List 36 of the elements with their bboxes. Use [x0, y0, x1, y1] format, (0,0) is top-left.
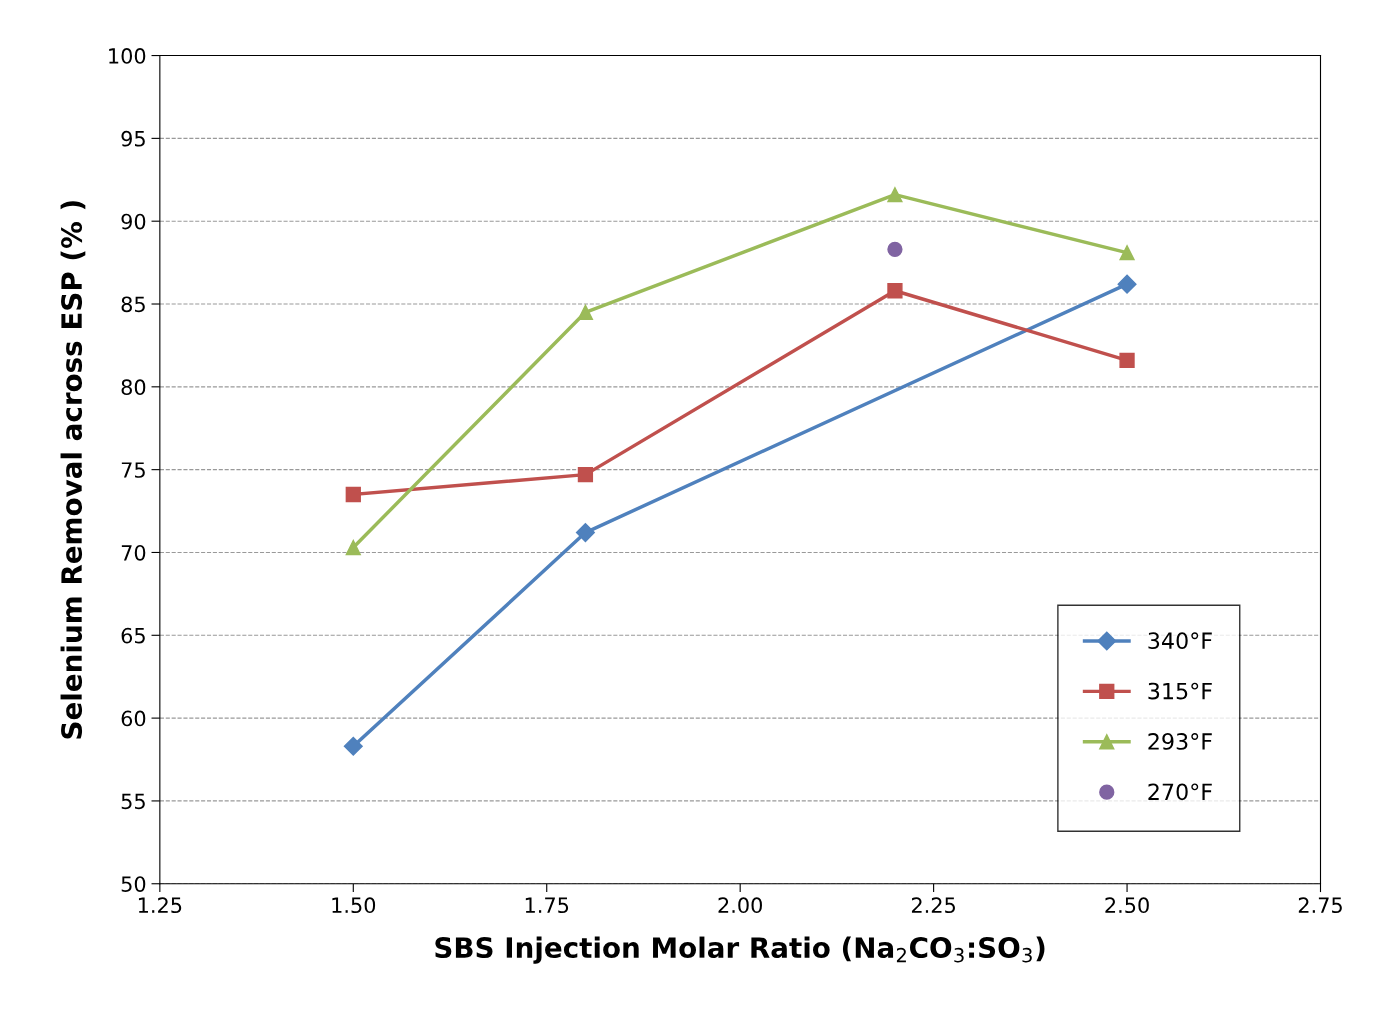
y-tick-label: 85 [121, 296, 145, 313]
x-tick-label: 2.00 [718, 897, 762, 914]
legend-label: 293°F [1148, 733, 1212, 750]
y-tick-label: 55 [121, 793, 145, 810]
y-tick-label: 100 [109, 48, 146, 64]
x-tick-label: 2.25 [911, 897, 955, 914]
y-tick-label: 75 [121, 462, 145, 478]
x-tick-label: 2.50 [1105, 897, 1149, 914]
x-tick-label: 1.50 [332, 897, 376, 914]
point [1119, 352, 1135, 368]
point [1117, 274, 1137, 294]
y-tick-label: 65 [121, 627, 145, 644]
point [1119, 245, 1135, 261]
point [575, 523, 595, 543]
point [343, 736, 363, 756]
y-tick-label: 95 [121, 130, 145, 147]
y-tick-label: 70 [121, 544, 146, 561]
y-tick-label: 50 [121, 876, 146, 892]
point [887, 187, 903, 203]
point [577, 466, 594, 483]
point [345, 539, 361, 556]
y-axis-title: Selenium Removal across ESP (% ) [60, 201, 86, 739]
legend-label: 315°F [1148, 682, 1212, 700]
y-tick-label: 90 [121, 213, 146, 230]
x-tick-label: 2.75 [1298, 897, 1342, 914]
point [887, 283, 903, 299]
y-tick-label: 80 [121, 379, 146, 396]
point [577, 304, 594, 320]
x-tick-label: 1.75 [525, 897, 569, 914]
point [345, 486, 361, 503]
y-tick-label: 60 [121, 710, 146, 727]
legend-label: 270°F [1148, 783, 1212, 801]
x-axis-title: SBS Injection Molar Ratio (Na$_{2}$CO$_{3}$:SO$_{3}$) [435, 936, 1045, 964]
point [887, 241, 903, 257]
legend-label: 340°F [1148, 632, 1212, 650]
x-tick-label: 1.25 [138, 897, 182, 914]
